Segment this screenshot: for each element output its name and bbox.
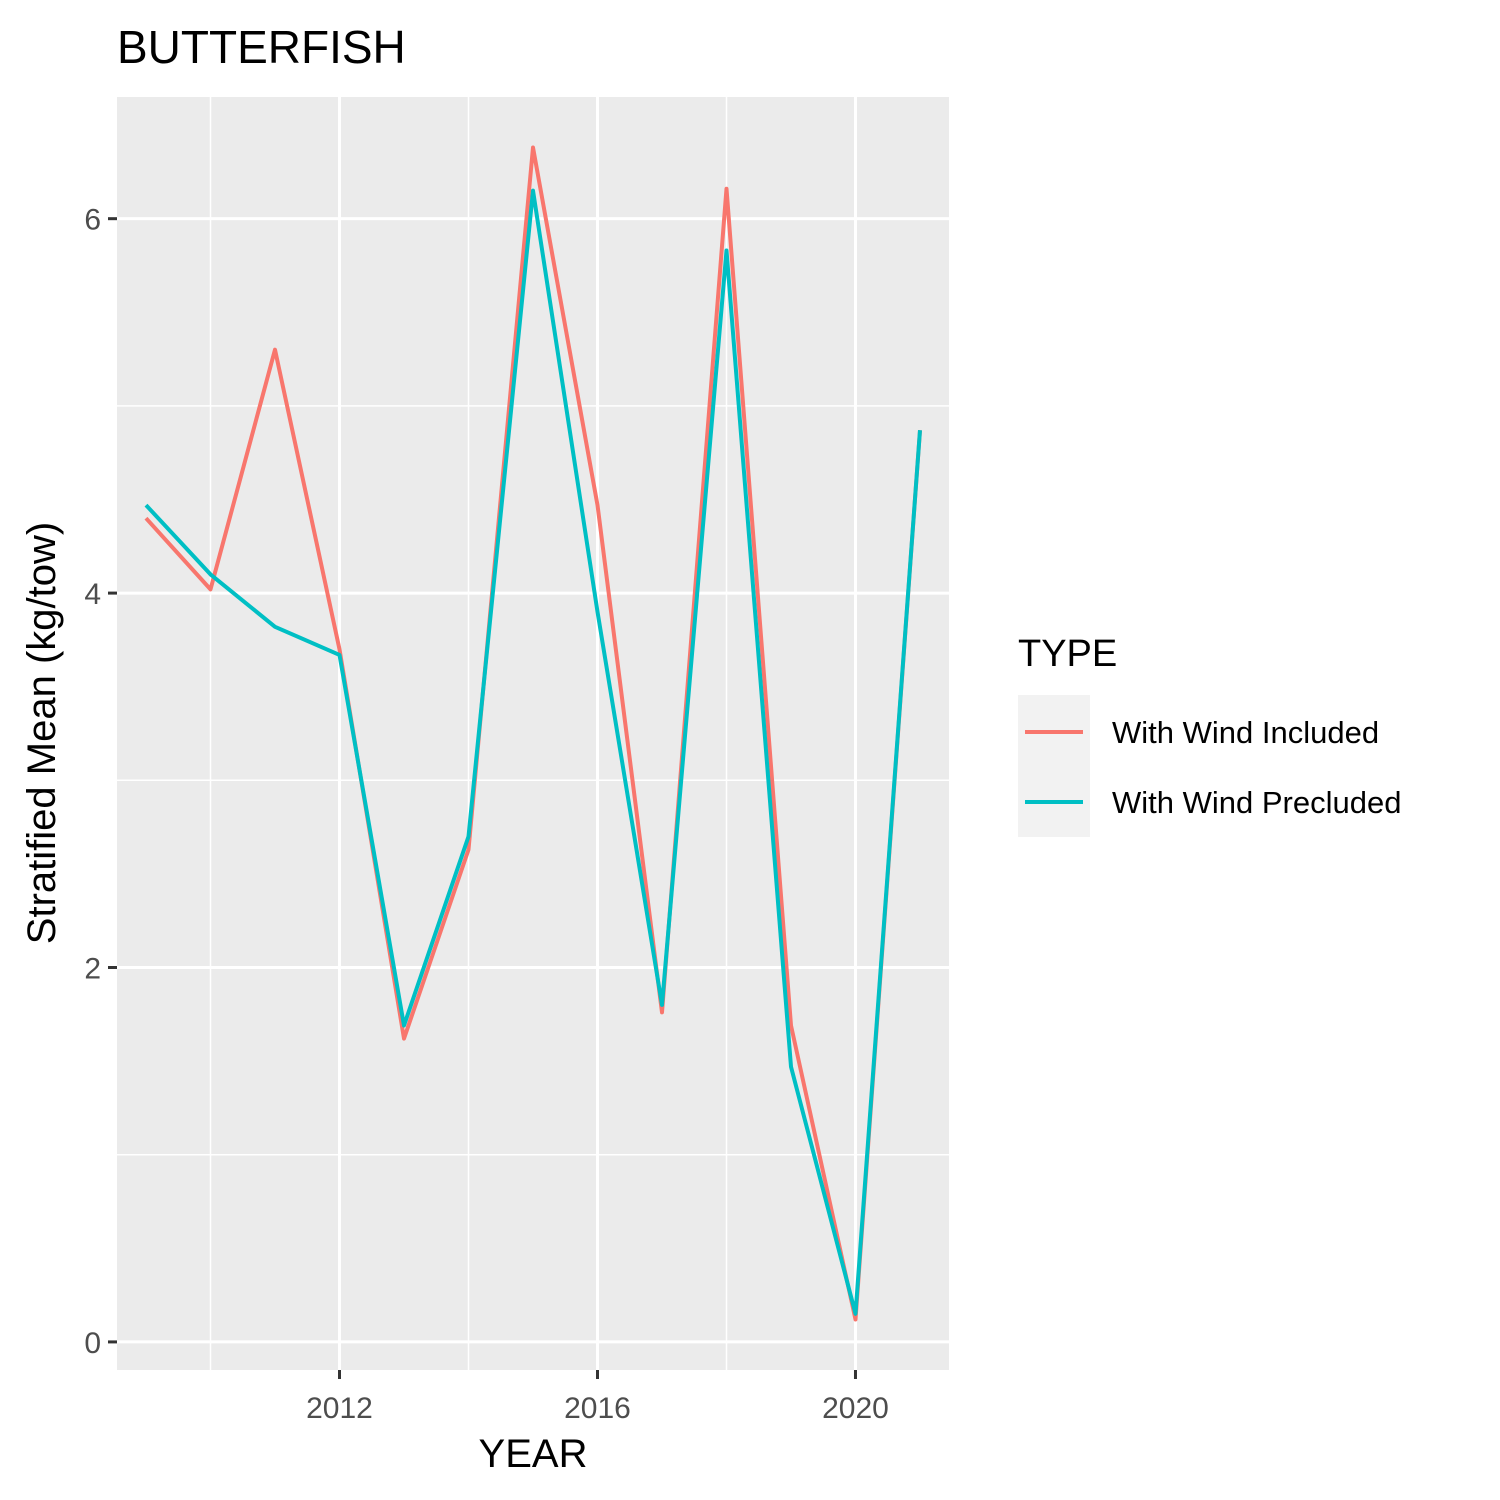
legend: TYPE With Wind Included With Wind Preclu…	[1018, 633, 1401, 837]
series-line-0	[144, 145, 922, 1322]
series-lines	[144, 145, 922, 1322]
series-line-1	[144, 188, 922, 1316]
y-tick-label: 4	[84, 578, 101, 611]
y-tick-label: 6	[84, 204, 101, 237]
chart-title: BUTTERFISH	[117, 21, 406, 73]
plot-panel	[117, 97, 949, 1370]
y-tick-label: 0	[84, 1327, 101, 1360]
y-tick-label: 2	[84, 953, 101, 986]
legend-title: TYPE	[1018, 633, 1117, 675]
x-axis: 2012 2016 2020	[306, 1370, 889, 1425]
y-axis-title: Stratified Mean (kg/tow)	[20, 522, 64, 944]
legend-label-with-wind-included: With Wind Included	[1112, 715, 1379, 750]
y-axis: 0 2 4 6	[84, 204, 117, 1360]
grid-minor	[117, 97, 949, 1370]
legend-label-with-wind-precluded: With Wind Precluded	[1112, 785, 1401, 820]
grid-major	[117, 97, 949, 1370]
legend-key-background	[1018, 695, 1090, 837]
x-tick-label: 2016	[564, 1392, 631, 1425]
x-tick-label: 2020	[822, 1392, 889, 1425]
x-axis-title: YEAR	[479, 1432, 588, 1476]
x-tick-label: 2012	[306, 1392, 373, 1425]
